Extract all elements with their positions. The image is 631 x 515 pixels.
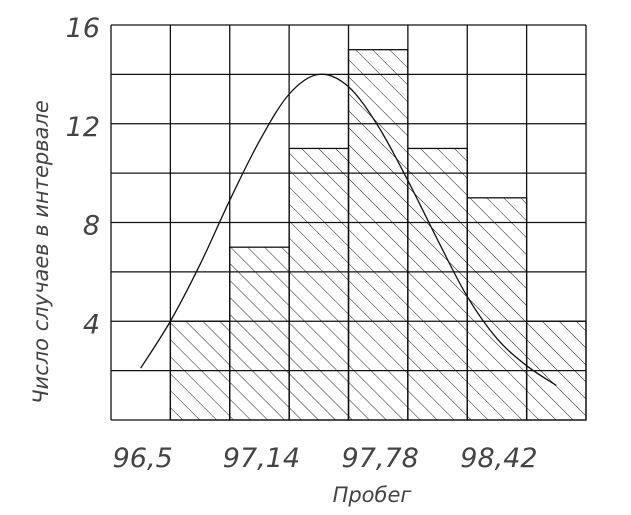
bar-group bbox=[169, 49, 587, 421]
bar-6 bbox=[407, 147, 468, 421]
y-tick-labels: 4 8 12 16 bbox=[66, 13, 100, 340]
y-tick-label: 16 bbox=[66, 13, 100, 44]
x-tick-label: 96,5 bbox=[113, 443, 173, 474]
x-axis-title: Пробег bbox=[333, 483, 413, 507]
x-tick-label: 98,42 bbox=[460, 443, 537, 474]
grid-lines bbox=[110, 24, 587, 421]
bar-5 bbox=[347, 49, 409, 421]
x-tick-label: 97,78 bbox=[342, 443, 419, 474]
y-tick-label: 4 bbox=[83, 309, 100, 340]
bar-7 bbox=[466, 197, 528, 421]
y-tick-label: 12 bbox=[66, 112, 100, 143]
x-tick-labels: 96,5 97,14 97,78 98,42 bbox=[113, 443, 538, 474]
bar-3 bbox=[229, 246, 290, 421]
y-axis-title: Число случаев в интервале bbox=[29, 100, 53, 404]
fit-curve bbox=[140, 73, 557, 386]
x-tick-label: 97,14 bbox=[223, 443, 300, 474]
bar-4 bbox=[288, 147, 350, 421]
y-tick-label: 8 bbox=[83, 211, 100, 242]
